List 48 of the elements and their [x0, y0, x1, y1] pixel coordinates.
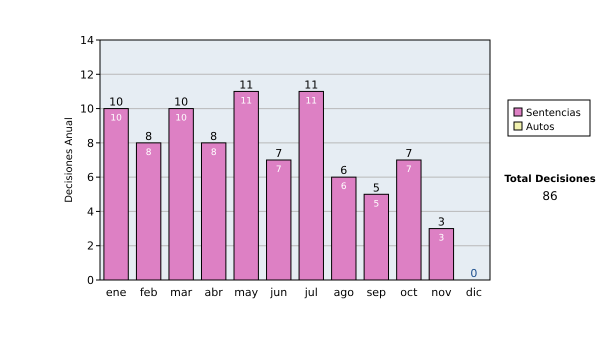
total-label: 11: [304, 78, 318, 92]
x-tick-label: oct: [400, 286, 418, 299]
x-tick-label: nov: [431, 286, 452, 299]
x-tick-label: jun: [269, 286, 288, 299]
total-label: 5: [372, 181, 380, 194]
x-tick-label: abr: [204, 286, 224, 299]
y-tick-label: 0: [87, 274, 94, 287]
data-label: 10: [175, 114, 188, 124]
data-label: 6: [340, 182, 347, 192]
data-label: 11: [306, 96, 317, 106]
data-label: 8: [146, 148, 152, 158]
total-label: 8: [145, 130, 152, 143]
x-tick-label: ene: [106, 286, 127, 299]
x-tick-label: may: [234, 286, 259, 299]
total-label: 6: [340, 164, 348, 178]
data-label: 5: [373, 199, 380, 210]
total-label: 7: [405, 147, 412, 160]
data-label: 11: [240, 96, 252, 106]
data-label: 3: [438, 234, 444, 244]
total-label: 8: [210, 130, 218, 143]
total-label: 11: [239, 78, 254, 92]
x-tick-label: mar: [170, 286, 193, 299]
data-label: 7: [276, 165, 282, 175]
text: Total Decisiones: [504, 174, 596, 185]
x-tick-label: ago: [334, 286, 354, 299]
legend-label: Sentencias: [526, 108, 581, 119]
y-tick-label: 12: [80, 68, 94, 82]
total-label: 0: [470, 267, 478, 280]
y-tick-label: 14: [80, 34, 94, 47]
text: 86: [542, 189, 558, 203]
y-axis-title: Decisiones Anual: [64, 117, 75, 203]
y-tick-label: 4: [87, 205, 94, 218]
data-label: 7: [406, 165, 412, 175]
total-label: 10: [174, 96, 188, 109]
y-tick-label: 8: [87, 136, 94, 150]
y-tick-label: 2: [87, 240, 94, 253]
x-tick-label: feb: [140, 286, 158, 299]
data-label: 10: [110, 114, 122, 124]
total-label: 10: [109, 96, 124, 109]
y-tick-label: 10: [80, 102, 94, 116]
data-label: 8: [210, 148, 217, 158]
total-label: 7: [275, 147, 282, 160]
x-tick-label: sep: [366, 286, 386, 299]
x-tick-label: jul: [304, 286, 318, 299]
total-label: 3: [438, 216, 445, 229]
legend-label: Autos: [526, 122, 554, 133]
y-tick-label: 6: [87, 171, 94, 184]
x-tick-label: dic: [466, 286, 482, 299]
